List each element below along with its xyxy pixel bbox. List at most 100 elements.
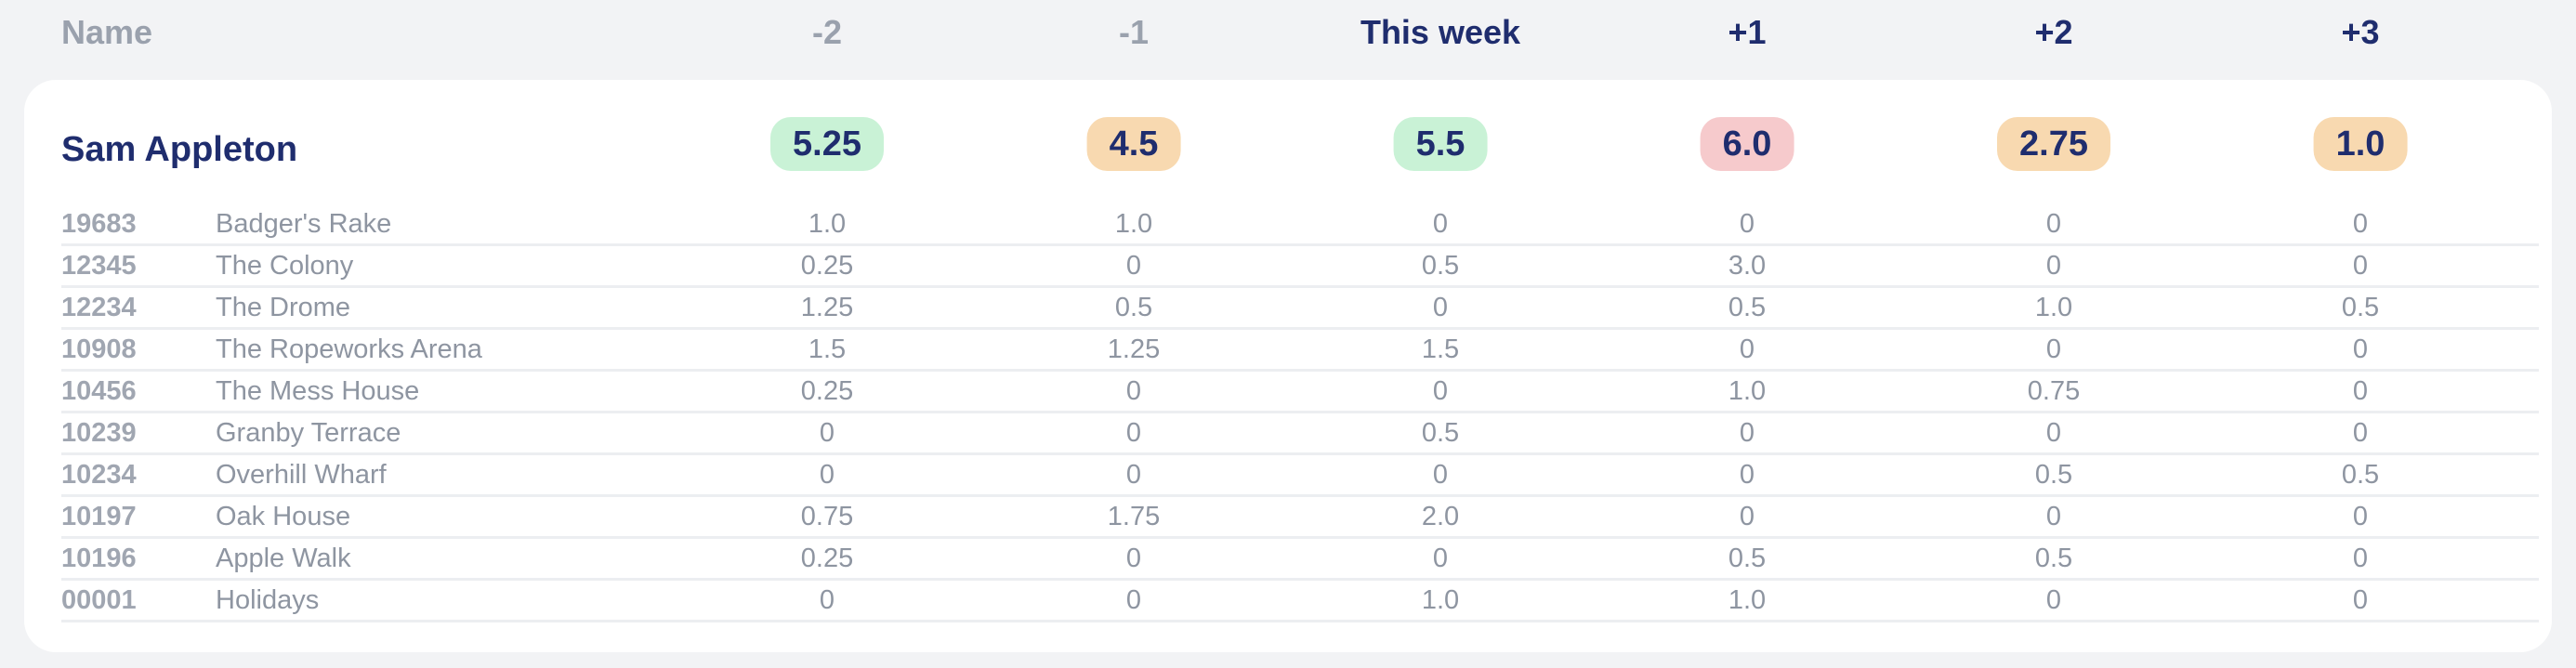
project-list: 19683 Badger's Rake 1.0 1.0 0 0 0 0 12345 The Col… <box>61 204 2539 622</box>
allocation-cell[interactable]: 1.0 <box>808 209 847 239</box>
allocation-cell[interactable]: 1.25 <box>800 293 854 322</box>
week-total-badge: 6.0 <box>1700 117 1794 171</box>
allocation-cell[interactable]: 0 <box>2352 418 2369 448</box>
week-total-badge: 4.5 <box>1086 117 1181 171</box>
allocation-cell[interactable]: 0.5 <box>2034 544 2073 573</box>
project-code: 00001 <box>61 585 137 615</box>
allocation-cell[interactable]: 0.5 <box>2341 293 2380 322</box>
project-row[interactable]: 00001 Holidays 0 0 1.0 1.0 0 0 <box>61 581 2539 622</box>
week-total-badge: 5.25 <box>770 117 884 171</box>
allocation-cell[interactable]: 2.0 <box>1421 502 1460 531</box>
project-name: The Mess House <box>216 376 420 406</box>
project-code: 10196 <box>61 544 137 573</box>
allocation-cell[interactable]: 0 <box>2352 209 2369 239</box>
allocation-cell[interactable]: 1.75 <box>1107 502 1161 531</box>
allocation-cell[interactable]: 0 <box>1432 376 1449 406</box>
header-week-3: +1 <box>1728 13 1767 51</box>
allocation-cell[interactable]: 0 <box>1125 544 1142 573</box>
allocation-cell[interactable]: 0 <box>1432 209 1449 239</box>
allocation-cell[interactable]: 0 <box>1739 334 1755 364</box>
allocation-cell[interactable]: 0 <box>819 585 835 615</box>
allocation-cell[interactable]: 1.0 <box>1421 585 1460 615</box>
project-row[interactable]: 10456 The Mess House 0.25 0 0 1.0 0.75 0 <box>61 372 2539 413</box>
allocation-cell[interactable]: 0.25 <box>800 544 854 573</box>
allocation-cell[interactable]: 1.0 <box>2034 293 2073 322</box>
allocation-cell[interactable]: 0 <box>2045 251 2062 281</box>
project-name: Holidays <box>216 585 320 615</box>
project-row[interactable]: 10234 Overhill Wharf 0 0 0 0 0.5 0.5 <box>61 455 2539 497</box>
allocation-cell[interactable]: 0 <box>1432 460 1449 490</box>
project-code: 12234 <box>61 293 137 322</box>
project-row[interactable]: 10196 Apple Walk 0.25 0 0 0.5 0.5 0 <box>61 539 2539 581</box>
allocation-cell[interactable]: 1.5 <box>808 334 847 364</box>
allocation-cell[interactable]: 0 <box>1739 418 1755 448</box>
allocation-cell[interactable]: 0 <box>1739 460 1755 490</box>
allocation-cell[interactable]: 0 <box>2352 376 2369 406</box>
allocation-cell[interactable]: 1.0 <box>1114 209 1153 239</box>
allocation-cell[interactable]: 0 <box>1125 376 1142 406</box>
allocation-cell[interactable]: 0 <box>1739 209 1755 239</box>
allocation-cell[interactable]: 0 <box>819 460 835 490</box>
project-name: Apple Walk <box>216 544 351 573</box>
person-name: Sam Appleton <box>61 130 298 169</box>
allocation-cell[interactable]: 0 <box>1125 460 1142 490</box>
project-code: 10456 <box>61 376 137 406</box>
allocation-cell[interactable]: 0.75 <box>800 502 854 531</box>
allocation-cell[interactable]: 0 <box>2045 585 2062 615</box>
project-name: Granby Terrace <box>216 418 401 448</box>
column-header-row: Name -2 -1 This week +1 +2 +3 <box>0 0 2576 65</box>
project-code: 12345 <box>61 251 137 281</box>
allocation-cell[interactable]: 0 <box>2352 334 2369 364</box>
project-row[interactable]: 10239 Granby Terrace 0 0 0.5 0 0 0 <box>61 413 2539 455</box>
allocation-cell[interactable]: 0 <box>1125 418 1142 448</box>
week-total-badge: 2.75 <box>1997 117 2110 171</box>
allocation-cell[interactable]: 0 <box>2045 418 2062 448</box>
week-total-badge: 1.0 <box>2313 117 2408 171</box>
allocation-cell[interactable]: 1.25 <box>1107 334 1161 364</box>
project-code: 10239 <box>61 418 137 448</box>
allocation-cell[interactable]: 0 <box>2352 502 2369 531</box>
project-code: 10908 <box>61 334 137 364</box>
allocation-cell[interactable]: 1.5 <box>1421 334 1460 364</box>
allocation-cell[interactable]: 0.5 <box>1728 293 1767 322</box>
allocation-cell[interactable]: 0 <box>819 418 835 448</box>
allocation-cell[interactable]: 0 <box>1432 293 1449 322</box>
project-name: The Ropeworks Arena <box>216 334 482 364</box>
allocation-cell[interactable]: 3.0 <box>1728 251 1767 281</box>
allocation-cell[interactable]: 0 <box>1125 251 1142 281</box>
allocation-cell[interactable]: 0 <box>2352 544 2369 573</box>
header-week-0: -2 <box>811 13 842 51</box>
week-total-badge: 5.5 <box>1393 117 1488 171</box>
header-week-5: +3 <box>2341 13 2380 51</box>
allocation-cell[interactable]: 0.5 <box>1114 293 1153 322</box>
project-row[interactable]: 12345 The Colony 0.25 0 0.5 3.0 0 0 <box>61 246 2539 288</box>
allocation-cell[interactable]: 0.5 <box>2341 460 2380 490</box>
project-row[interactable]: 10908 The Ropeworks Arena 1.5 1.25 1.5 0 0 0 <box>61 330 2539 372</box>
allocation-cell[interactable]: 0.5 <box>1421 418 1460 448</box>
allocation-cell[interactable]: 0 <box>1125 585 1142 615</box>
allocation-cell[interactable]: 0 <box>1739 502 1755 531</box>
header-week-1: -1 <box>1118 13 1149 51</box>
project-row[interactable]: 19683 Badger's Rake 1.0 1.0 0 0 0 0 <box>61 204 2539 246</box>
allocation-cell[interactable]: 0.5 <box>2034 460 2073 490</box>
allocation-cell[interactable]: 0 <box>2045 209 2062 239</box>
project-name: Overhill Wharf <box>216 460 387 490</box>
allocation-cell[interactable]: 0.25 <box>800 376 854 406</box>
allocation-cell[interactable]: 0.5 <box>1421 251 1460 281</box>
project-row[interactable]: 12234 The Drome 1.25 0.5 0 0.5 1.0 0.5 <box>61 288 2539 330</box>
header-name-label: Name <box>61 13 153 51</box>
project-code: 10234 <box>61 460 137 490</box>
allocation-cell[interactable]: 0 <box>2352 585 2369 615</box>
allocation-cell[interactable]: 0 <box>2045 334 2062 364</box>
allocation-cell[interactable]: 0.5 <box>1728 544 1767 573</box>
allocation-cell[interactable]: 0 <box>2045 502 2062 531</box>
allocation-cell[interactable]: 1.0 <box>1728 585 1767 615</box>
header-week-2: This week <box>1360 13 1521 51</box>
allocation-cell[interactable]: 0.25 <box>800 251 854 281</box>
project-name: The Colony <box>216 251 354 281</box>
project-row[interactable]: 10197 Oak House 0.75 1.75 2.0 0 0 0 <box>61 497 2539 539</box>
allocation-cell[interactable]: 0.75 <box>2027 376 2081 406</box>
allocation-cell[interactable]: 0 <box>1432 544 1449 573</box>
allocation-cell[interactable]: 1.0 <box>1728 376 1767 406</box>
allocation-cell[interactable]: 0 <box>2352 251 2369 281</box>
